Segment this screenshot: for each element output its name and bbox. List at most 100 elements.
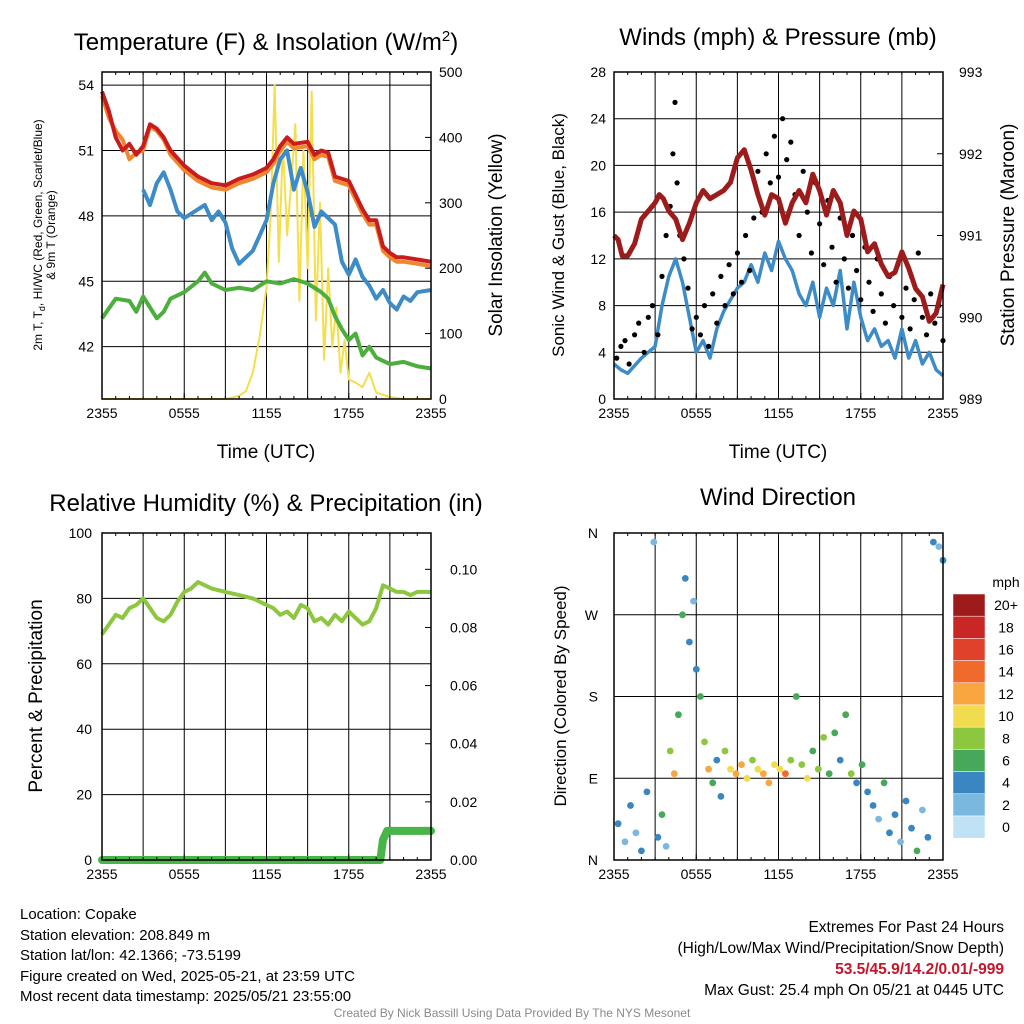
temperature-left-label-line2: & 9m T (Orange)	[44, 190, 58, 280]
credit-line: Created By Nick Bassill Using Data Provi…	[333, 1006, 691, 1020]
gust-point	[767, 180, 773, 186]
x-tick-label: 0555	[169, 405, 200, 421]
y-tick-label: N	[588, 852, 598, 868]
gust-point	[775, 174, 782, 180]
x-tick-label: 0555	[681, 866, 712, 882]
y-tick-label: 51	[78, 142, 94, 158]
extremes-info: Extremes For Past 24 Hours (High/Low/Max…	[678, 917, 1005, 1001]
gust-point	[714, 320, 720, 326]
station-info: Location: Copake Station elevation: 208.…	[20, 905, 355, 1008]
direction-point	[679, 611, 686, 619]
colorbar-swatch	[952, 726, 986, 750]
winds-left-label: Sonic Wind & Gust (Blue, Black)	[549, 113, 568, 357]
gust-point	[841, 256, 847, 262]
station-location: Location: Copake	[20, 906, 137, 923]
direction-point	[913, 847, 921, 855]
colorbar-swatch	[952, 749, 986, 772]
colorbar-label: 4	[1002, 775, 1010, 791]
gust-point	[932, 320, 938, 326]
direction-point	[902, 797, 910, 805]
y-tick-label: 16	[590, 204, 606, 220]
gust-point	[706, 343, 712, 349]
direction-point	[638, 847, 645, 855]
gust-point	[626, 361, 632, 367]
y-tick-label: 0	[598, 391, 606, 407]
direction-title: Wind Direction	[700, 484, 856, 511]
direction-point	[727, 765, 734, 773]
gust-point	[730, 291, 736, 297]
gust-point	[674, 180, 680, 186]
gust-point	[632, 332, 638, 338]
direction-point	[760, 770, 767, 778]
direction-point	[864, 788, 871, 796]
gust-point	[808, 250, 815, 256]
station-elevation: Station elevation: 208.849 m	[20, 926, 211, 944]
temperature-series	[100, 84, 432, 400]
direction-point	[891, 811, 899, 818]
x-tick-label: 1755	[845, 405, 876, 421]
series-line-td	[100, 270, 432, 371]
gust-point	[734, 250, 741, 256]
direction-left-label: Direction (Colored By Speed)	[551, 585, 570, 806]
direction-point	[632, 829, 640, 837]
colorbar-swatch	[952, 793, 986, 817]
direction-point	[776, 765, 784, 773]
x-tick-label: 2355	[86, 405, 117, 421]
temperature-right-label: Solar Insolation (Yellow)	[486, 133, 507, 336]
gust-point	[780, 116, 786, 122]
series-line-station-pressure	[612, 147, 946, 324]
gust-point	[670, 151, 676, 157]
direction-point	[650, 538, 658, 546]
direction-point	[713, 756, 721, 764]
winds-axes: 2355 0555 1155 1755 235504812162024289899909…	[590, 64, 982, 421]
x-tick-label: 2355	[415, 405, 446, 421]
colorbar-label: 8	[1002, 730, 1010, 746]
colorbar-label: 12	[998, 686, 1014, 702]
gust-point	[911, 297, 917, 303]
y-tick-label: 4	[598, 344, 606, 360]
direction-panel: Wind Direction 2355 0555 1155 1755 2355NESWN…	[551, 484, 1020, 882]
colorbar-swatch	[952, 593, 986, 617]
gust-point	[788, 139, 794, 145]
gust-point	[663, 232, 669, 239]
x-tick-label: 1155	[251, 405, 281, 421]
gust-point	[858, 297, 864, 303]
direction-point	[690, 597, 697, 605]
series-line-sonic-wind	[612, 239, 945, 377]
gust-point	[649, 303, 656, 309]
y2-tick-label: 0.02	[450, 794, 477, 810]
direction-point	[658, 811, 666, 818]
gust-point	[710, 291, 716, 297]
y2-tick-label: 0.00	[450, 852, 477, 868]
humidity-axes: 2355 0555 1155 1755 23550204060801000.000.02…	[69, 525, 478, 882]
direction-point	[935, 543, 943, 550]
direction-point	[675, 711, 682, 719]
gust-point	[845, 285, 852, 291]
y2-tick-label: 992	[959, 146, 983, 162]
winds-title: Winds (mph) & Pressure (mb)	[619, 24, 936, 51]
colorbar-label: 18	[998, 619, 1014, 635]
direction-point	[666, 747, 674, 755]
gust-point	[697, 332, 704, 338]
direction-point	[787, 756, 795, 764]
gust-point	[829, 244, 835, 250]
y2-tick-label: 991	[959, 228, 983, 244]
direction-point	[692, 665, 700, 673]
y-tick-label: E	[589, 770, 598, 786]
x-tick-label: 2355	[415, 866, 446, 882]
gust-point	[659, 273, 665, 279]
direction-point	[886, 829, 893, 837]
temperature-xlabel: Time (UTC)	[217, 442, 316, 463]
direction-point	[697, 693, 704, 700]
gust-point	[693, 314, 699, 320]
colorbar-label: 10	[998, 708, 1014, 724]
gust-point	[614, 355, 620, 361]
direction-point	[842, 711, 850, 719]
colorbar-unit: mph	[992, 574, 1019, 590]
direction-point	[897, 838, 904, 846]
winds-right-label: Station Pressure (Maroon)	[998, 124, 1019, 347]
gust-point	[755, 168, 761, 174]
y-tick-label: 24	[590, 111, 606, 127]
y-tick-label: 0	[84, 852, 92, 868]
